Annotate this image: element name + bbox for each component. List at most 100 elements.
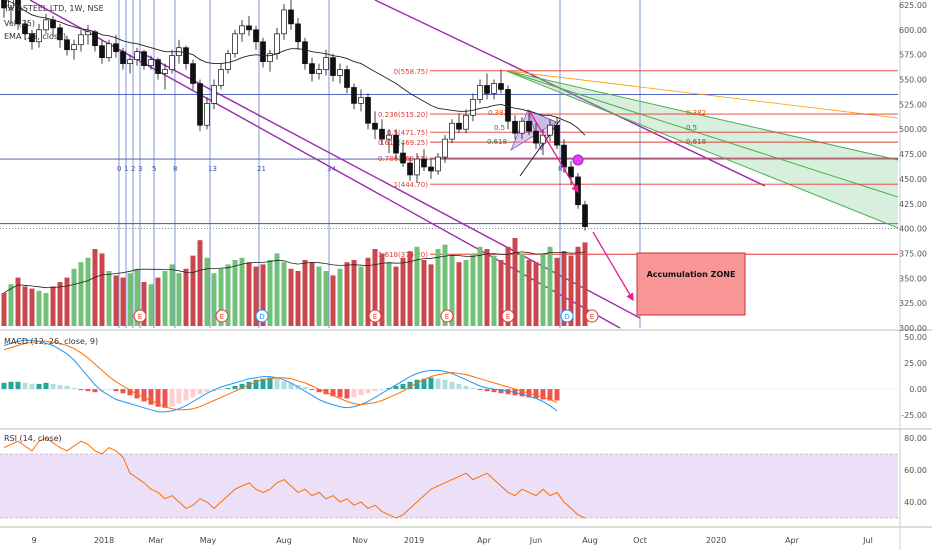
volume-bar — [414, 246, 420, 326]
macd-histogram-bar — [288, 382, 294, 390]
cycle-label: 8 — [173, 165, 177, 173]
volume-bar — [85, 257, 91, 326]
price-tick-label: 350.00 — [899, 274, 927, 283]
projection-arrow — [529, 111, 579, 194]
volume-bar — [498, 260, 504, 326]
candle-body — [148, 59, 154, 66]
macd-histogram-bar — [379, 389, 385, 391]
candle-body — [106, 43, 112, 58]
candle-body — [113, 43, 119, 53]
volume-bar — [274, 253, 280, 326]
volume-ma-line — [3, 251, 586, 294]
volume-bar — [190, 255, 196, 326]
volume-bar — [519, 253, 525, 326]
macd-histogram-bar — [442, 379, 448, 390]
macd-histogram-bar — [344, 389, 350, 399]
volume-bar — [358, 266, 364, 326]
volume-bar — [36, 290, 42, 326]
macd-histogram-bar — [204, 389, 210, 393]
candle-body — [141, 51, 147, 66]
candle-body — [78, 34, 84, 46]
fib-channel-line — [505, 70, 899, 198]
volume-bar — [148, 284, 154, 326]
event-marker — [560, 309, 574, 323]
volume-bar — [162, 271, 168, 326]
candle-body — [540, 134, 546, 144]
candle-body — [582, 204, 588, 227]
volume-bar — [400, 257, 406, 326]
volume-bar — [281, 262, 287, 326]
candle-body — [372, 122, 378, 130]
volume-bar — [477, 246, 483, 326]
candle-body — [323, 57, 329, 70]
candle-body — [99, 45, 105, 58]
volume-bar — [470, 253, 476, 326]
candle-body — [134, 51, 140, 60]
cycle-label: 1 — [124, 165, 128, 173]
macd-tick-label: -25.00 — [901, 411, 927, 420]
macd-histogram-bar — [225, 388, 231, 390]
macd-histogram-bar — [15, 381, 21, 390]
macd-histogram-bar — [120, 389, 126, 394]
macd-histogram-bar — [78, 389, 84, 391]
candle-body — [253, 29, 259, 43]
price-tick-label: 450.00 — [899, 175, 927, 184]
vol-legend: Vol (25) — [4, 19, 35, 28]
volume-bar — [120, 277, 126, 326]
candle-body — [15, 0, 21, 25]
volume-bar — [435, 249, 441, 326]
volume-bar — [253, 266, 259, 326]
macd-histogram-bar — [36, 383, 42, 390]
price-tick-label: 500.00 — [899, 125, 927, 134]
macd-histogram-bar — [491, 389, 497, 393]
event-marker-label: E — [373, 313, 377, 321]
macd-histogram-bar — [533, 389, 539, 399]
rsi-tick-label: 80.00 — [904, 434, 927, 443]
volume-bar — [64, 277, 70, 326]
macd-histogram-bar — [267, 377, 273, 390]
candle-body — [260, 41, 266, 62]
x-axis-label: 2020 — [706, 536, 726, 545]
volume-bar — [575, 246, 581, 326]
macd-histogram-bar — [309, 389, 315, 391]
x-axis-label: Aug — [276, 536, 292, 545]
macd-histogram-bar — [169, 389, 175, 407]
volume-bar — [505, 246, 511, 326]
volume-bar — [260, 264, 266, 326]
x-axis-label: May — [200, 536, 217, 545]
ema-legend: EMA (25, close) — [4, 32, 66, 41]
volume-bar — [463, 260, 469, 326]
macd-histogram-bar — [470, 388, 476, 390]
candle-body — [547, 124, 553, 136]
price-tick-label: 375.00 — [899, 249, 927, 258]
volume-bar — [309, 262, 315, 326]
event-marker-label: E — [506, 313, 510, 321]
candle-body — [169, 55, 175, 70]
macd-legend-text: MACD (12, 26, close, 9) — [4, 337, 99, 346]
macd-histogram-bar — [50, 383, 56, 390]
candle-body — [393, 134, 399, 154]
price-tick-label: 425.00 — [899, 200, 927, 209]
candle-body — [127, 59, 133, 64]
candle-body — [225, 53, 231, 70]
fib-level-label: 0.5(471.75) — [387, 129, 428, 137]
macd-histogram-bar — [547, 389, 553, 401]
accumulation-zone-label: Accumulation ZONE — [647, 270, 736, 279]
candle-body — [204, 103, 210, 126]
volume-bar — [449, 255, 455, 326]
candle-body — [365, 97, 371, 124]
accumulation-zone-box — [636, 252, 746, 316]
price-tick-label: 325.00 — [899, 299, 927, 308]
macd-histogram-bar — [365, 389, 371, 394]
macd-legend: MACD (12, 26, close, 9) — [4, 337, 98, 346]
volume-bar — [106, 271, 112, 326]
rsi-line — [3, 437, 586, 519]
macd-histogram-bar — [92, 389, 98, 393]
candle-body — [155, 59, 161, 74]
volume-bar — [456, 262, 462, 326]
rsi-tick-label: 60.00 — [904, 466, 927, 475]
fib-channel-line — [505, 70, 899, 229]
macd-histogram-bar — [239, 383, 245, 390]
fib-level-label: 1.618(374.20) — [378, 251, 428, 259]
x-axis-label: 2018 — [94, 536, 114, 545]
